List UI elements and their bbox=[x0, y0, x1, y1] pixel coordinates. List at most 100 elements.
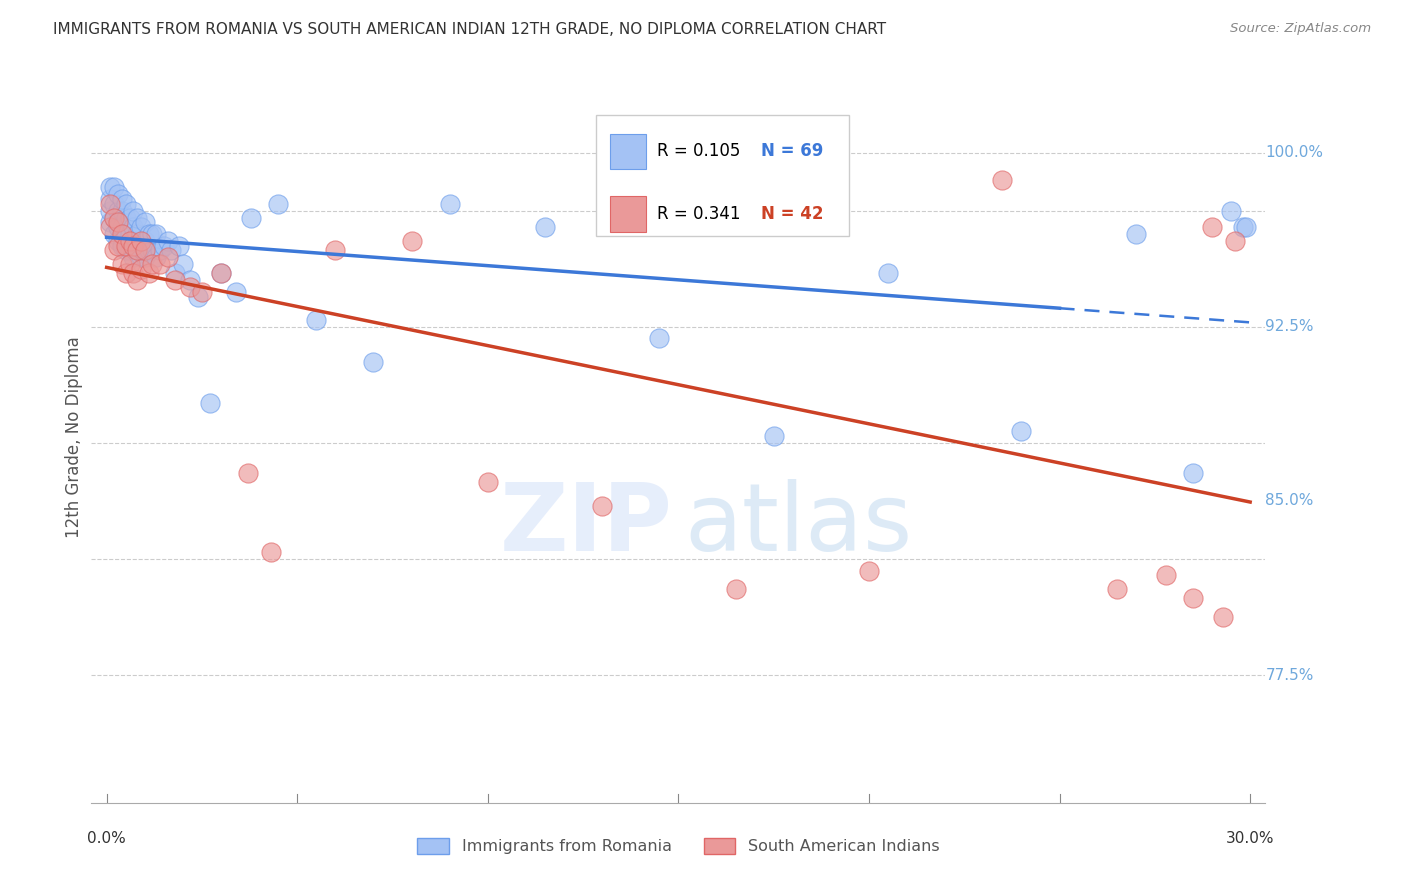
Point bbox=[1201, 219, 1223, 234]
Point bbox=[129, 261, 152, 276]
Point bbox=[156, 250, 179, 264]
Point bbox=[305, 313, 328, 327]
Point bbox=[187, 290, 209, 304]
Point bbox=[111, 219, 134, 234]
Point bbox=[363, 354, 385, 368]
Point bbox=[172, 257, 194, 271]
Point bbox=[259, 545, 281, 559]
Point bbox=[134, 250, 156, 264]
Point bbox=[1181, 466, 1204, 480]
Point bbox=[179, 273, 201, 287]
Point bbox=[114, 211, 136, 225]
Point bbox=[111, 203, 134, 218]
Point bbox=[991, 173, 1014, 187]
Point bbox=[107, 238, 129, 252]
Point bbox=[1234, 219, 1257, 234]
Text: 30.0%: 30.0% bbox=[1226, 830, 1274, 846]
Point bbox=[439, 196, 461, 211]
Point bbox=[1220, 203, 1243, 218]
Point bbox=[191, 285, 214, 299]
Point bbox=[107, 219, 129, 234]
Point bbox=[1010, 424, 1032, 438]
Text: atlas: atlas bbox=[685, 479, 912, 571]
Point bbox=[114, 238, 136, 252]
Point bbox=[111, 257, 134, 271]
Point bbox=[122, 250, 145, 264]
Text: N = 42: N = 42 bbox=[761, 205, 823, 223]
Point bbox=[114, 227, 136, 241]
Point bbox=[127, 211, 149, 225]
Point bbox=[129, 250, 152, 264]
Point bbox=[209, 266, 232, 280]
Point bbox=[591, 499, 613, 513]
Point bbox=[153, 238, 176, 252]
Text: N = 69: N = 69 bbox=[761, 142, 823, 160]
Point bbox=[648, 331, 671, 345]
Text: R = 0.341: R = 0.341 bbox=[657, 205, 741, 223]
Legend: Immigrants from Romania, South American Indians: Immigrants from Romania, South American … bbox=[411, 831, 946, 861]
Point bbox=[122, 219, 145, 234]
Point bbox=[111, 238, 134, 252]
Point bbox=[103, 227, 125, 241]
Point bbox=[138, 227, 160, 241]
Text: 92.5%: 92.5% bbox=[1265, 319, 1313, 334]
Point bbox=[141, 243, 163, 257]
Point bbox=[534, 219, 557, 234]
Point bbox=[236, 466, 259, 480]
Point bbox=[134, 215, 156, 229]
Point bbox=[118, 257, 141, 271]
Point bbox=[127, 227, 149, 241]
Point bbox=[127, 273, 149, 287]
Point bbox=[1156, 568, 1178, 582]
Point bbox=[114, 196, 136, 211]
Point bbox=[129, 234, 152, 248]
Point bbox=[134, 243, 156, 257]
Point bbox=[401, 234, 423, 248]
Point bbox=[100, 192, 122, 206]
Point bbox=[1212, 610, 1234, 624]
Point bbox=[118, 227, 141, 241]
Point bbox=[325, 243, 347, 257]
Point bbox=[1125, 227, 1147, 241]
Point bbox=[129, 219, 152, 234]
Point bbox=[149, 243, 172, 257]
Text: 100.0%: 100.0% bbox=[1265, 145, 1323, 161]
Text: IMMIGRANTS FROM ROMANIA VS SOUTH AMERICAN INDIAN 12TH GRADE, NO DIPLOMA CORRELAT: IMMIGRANTS FROM ROMANIA VS SOUTH AMERICA… bbox=[53, 22, 887, 37]
Point bbox=[122, 238, 145, 252]
Point bbox=[100, 215, 122, 229]
Text: ZIP: ZIP bbox=[499, 479, 672, 571]
Point bbox=[122, 234, 145, 248]
Point bbox=[100, 203, 122, 218]
Point bbox=[107, 203, 129, 218]
Point bbox=[225, 285, 247, 299]
Point bbox=[1181, 591, 1204, 606]
Point bbox=[103, 180, 125, 194]
Point bbox=[267, 196, 290, 211]
Point bbox=[160, 243, 183, 257]
Point bbox=[165, 266, 187, 280]
Point bbox=[111, 192, 134, 206]
Point bbox=[138, 266, 160, 280]
Point bbox=[1223, 234, 1246, 248]
Point bbox=[167, 238, 190, 252]
Point bbox=[100, 180, 122, 194]
Point bbox=[100, 219, 122, 234]
Point bbox=[145, 227, 167, 241]
Point bbox=[122, 266, 145, 280]
Text: Source: ZipAtlas.com: Source: ZipAtlas.com bbox=[1230, 22, 1371, 36]
Point bbox=[724, 582, 747, 597]
Point bbox=[149, 257, 172, 271]
Point bbox=[100, 196, 122, 211]
Point bbox=[138, 243, 160, 257]
Bar bbox=[610, 134, 645, 169]
Point bbox=[762, 429, 785, 443]
Point bbox=[179, 280, 201, 294]
Text: R = 0.105: R = 0.105 bbox=[657, 142, 741, 160]
Point bbox=[209, 266, 232, 280]
Point bbox=[156, 234, 179, 248]
Point bbox=[127, 243, 149, 257]
Point bbox=[134, 234, 156, 248]
Point bbox=[1105, 582, 1128, 597]
Point bbox=[118, 211, 141, 225]
Point bbox=[122, 203, 145, 218]
